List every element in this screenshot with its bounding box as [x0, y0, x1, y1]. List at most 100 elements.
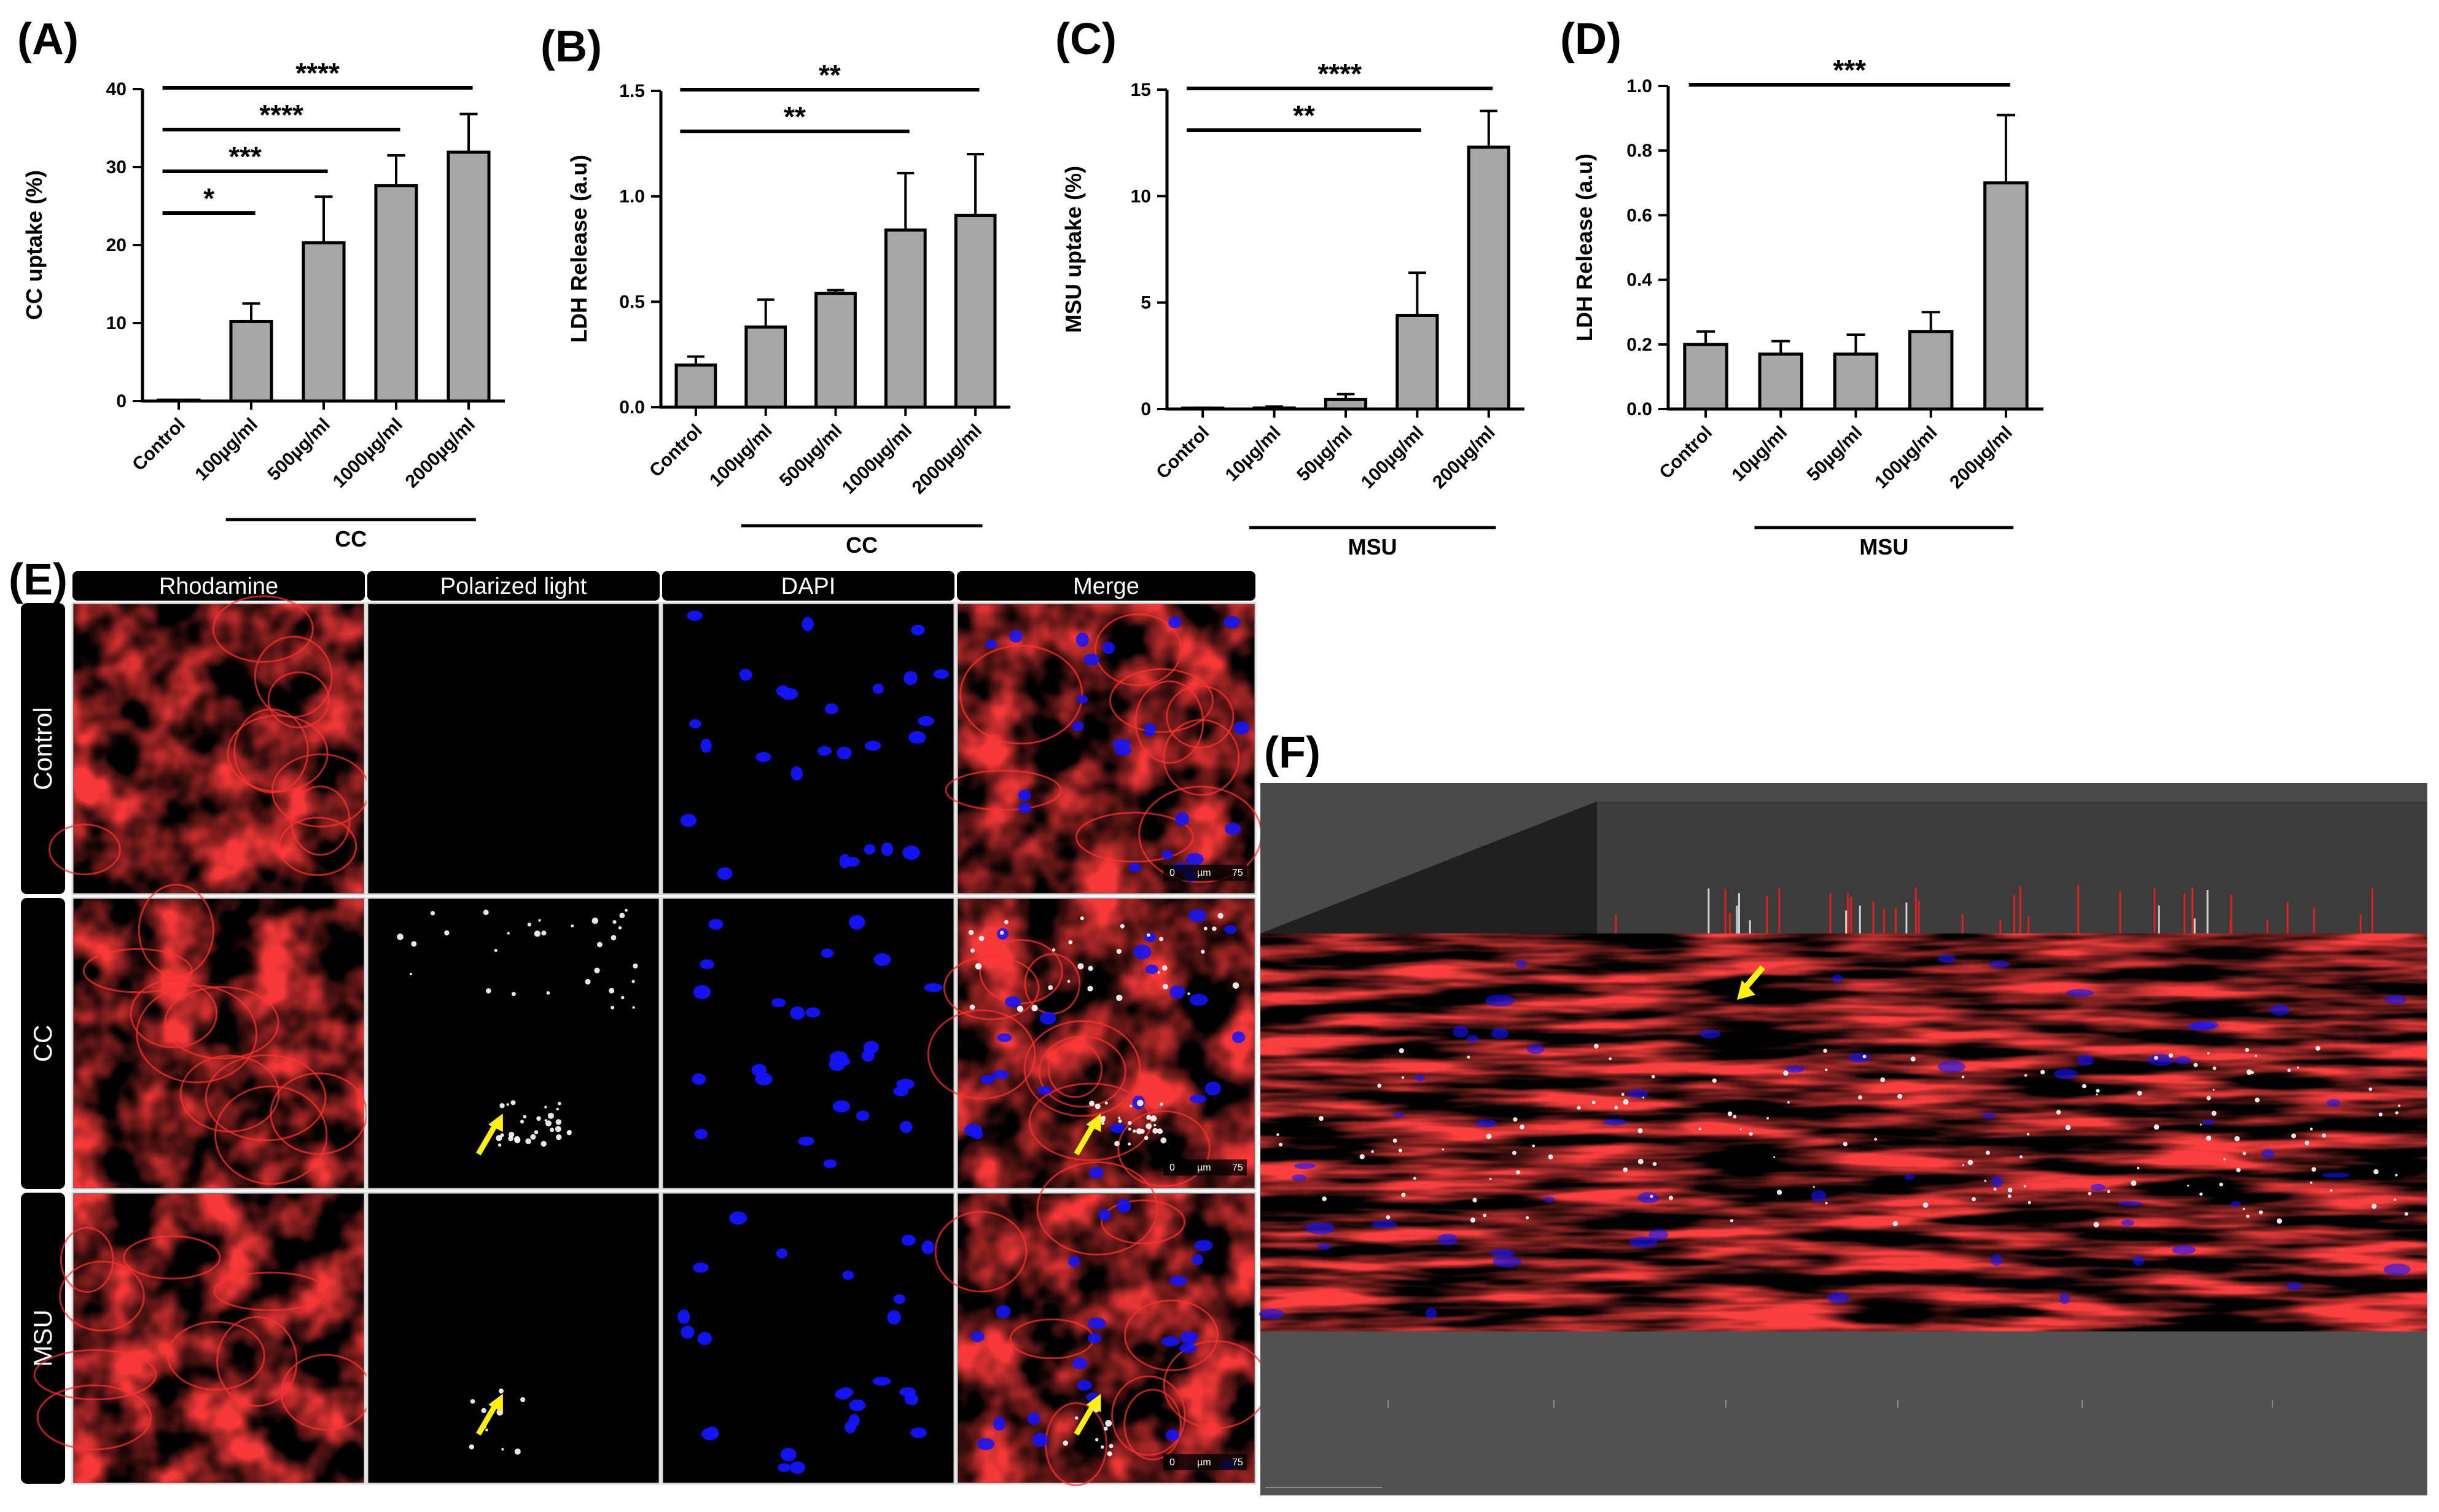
y-tick-label: 10	[106, 313, 127, 333]
crystal-speck-3d	[1783, 1070, 1789, 1076]
crystal-speck	[541, 930, 547, 936]
crystal-speck-3d	[2065, 1124, 2071, 1131]
y-tick-label: 0.0	[1626, 399, 1652, 419]
crystal-speck-3d	[2398, 1104, 2401, 1107]
crystal-speck-3d	[2168, 1053, 2174, 1058]
nucleus	[789, 1461, 806, 1474]
nucleus	[1072, 721, 1084, 731]
crystal-speck	[1232, 982, 1239, 989]
crystal-speck	[1137, 1099, 1144, 1107]
nucleus	[680, 814, 697, 827]
nucleus	[717, 867, 733, 880]
crystal-speck	[558, 1102, 561, 1105]
cell-outline	[49, 824, 121, 876]
nucleus	[1072, 1357, 1088, 1370]
crystal-speck	[1101, 1445, 1104, 1449]
nucleus	[903, 671, 918, 685]
cell-outline	[227, 714, 329, 793]
crystal-speck-3d	[2096, 1093, 2098, 1096]
crystal-speck	[1203, 926, 1208, 930]
crystal-speck	[1107, 1451, 1112, 1457]
crystal-speck	[571, 924, 574, 928]
nucleus-3d	[1649, 1229, 1669, 1241]
crystal-speck-3d	[1637, 1158, 1644, 1164]
crystal-speck	[536, 1116, 541, 1121]
nucleus	[1161, 1336, 1180, 1347]
nucleus	[1144, 723, 1156, 737]
nucleus	[778, 1463, 791, 1472]
crystal-speck-3d	[2088, 1191, 2092, 1196]
nucleus	[739, 668, 752, 681]
nucleus	[1075, 633, 1089, 647]
crystal-speck	[520, 1120, 525, 1124]
y-tick-label: 0.0	[619, 397, 645, 418]
actin-fibers-3d	[1260, 933, 2427, 1331]
y-axis-title: LDH Release (a.u)	[1572, 154, 1597, 341]
crystal-speck	[1087, 986, 1093, 992]
crystal-speck	[444, 930, 450, 936]
arrow-head-icon	[1737, 980, 1755, 1000]
crystal-speck-3d	[2223, 1158, 2226, 1161]
panel-letter-e: (E)	[9, 555, 68, 604]
nucleus-3d	[1988, 961, 2010, 968]
y-tick-label: 40	[106, 79, 127, 99]
nucleus	[1165, 1429, 1180, 1441]
scale-bar-zero: 0	[1169, 868, 1175, 878]
x-category-label: 1000µg/ml	[329, 415, 407, 492]
nucleus	[1233, 721, 1250, 735]
crystal-speck-3d	[1984, 1180, 1986, 1182]
nucleus	[1192, 1254, 1204, 1266]
significance-label: ***	[228, 141, 262, 173]
crystal-speck-3d	[1399, 1048, 1404, 1054]
crystal-speck	[1109, 1444, 1114, 1449]
render-details	[1259, 885, 2411, 1319]
bar	[302, 241, 346, 403]
crystal-speck-3d	[2199, 1123, 2202, 1126]
nucleus-3d	[2118, 1201, 2142, 1206]
crystal-speck-3d	[1322, 1196, 1327, 1201]
crystal-speck	[632, 1006, 635, 1009]
crystal-speck	[547, 1112, 554, 1119]
crystal-speck-3d	[1532, 1144, 1536, 1148]
crystal-speck	[500, 1133, 504, 1137]
crystal-speck	[1000, 930, 1004, 935]
nucleus-3d	[1811, 1190, 1827, 1202]
crystal-speck	[469, 1444, 475, 1450]
crystal-speck	[1160, 1137, 1167, 1144]
x-category-label: 100µg/ml	[1357, 423, 1428, 493]
crystal-speck	[397, 933, 404, 940]
crystal-speck	[631, 980, 635, 983]
header-bar-merge	[957, 571, 1255, 601]
render-floor	[1260, 1331, 2427, 1495]
scale-bar-value: 75	[1232, 1163, 1243, 1173]
crystal-speck-3d	[1401, 1076, 1405, 1079]
crystal-speck-3d	[2023, 1185, 2026, 1188]
crystal-speck-3d	[2245, 1048, 2249, 1053]
crystal-speck	[1161, 965, 1168, 971]
column-headers: Rhodamine Polarized light DAPI Merge	[72, 571, 1255, 601]
crystal-speck-3d	[1489, 1177, 1492, 1180]
crystal-speck	[496, 1135, 502, 1142]
crystal-speck-3d	[1862, 1054, 1867, 1059]
nucleus	[1110, 1123, 1125, 1134]
crystal-speck	[611, 935, 617, 941]
nucleus	[864, 844, 876, 855]
crystal-speck-3d	[2309, 1181, 2312, 1184]
crystal-speck-3d	[1698, 1128, 1702, 1131]
cell-outline	[254, 636, 333, 719]
nucleus-3d	[1937, 1061, 1965, 1073]
crystal-speck-3d	[2136, 1166, 2140, 1170]
crystal-speck	[1088, 965, 1093, 972]
nucleus-3d	[1425, 1307, 1437, 1319]
nucleus	[780, 1448, 797, 1462]
crystal-speck-3d	[2153, 1124, 2160, 1130]
crystal-speck	[1116, 994, 1123, 1001]
crystal-speck	[540, 1140, 547, 1147]
nucleus	[849, 914, 865, 930]
row-label-bar-control	[21, 603, 65, 894]
crystal-speck-3d	[1486, 1134, 1492, 1139]
nucleus-3d	[1305, 1222, 1335, 1235]
nucleus	[1179, 1343, 1197, 1354]
nucleus	[902, 845, 920, 860]
nucleus	[1068, 1255, 1080, 1268]
